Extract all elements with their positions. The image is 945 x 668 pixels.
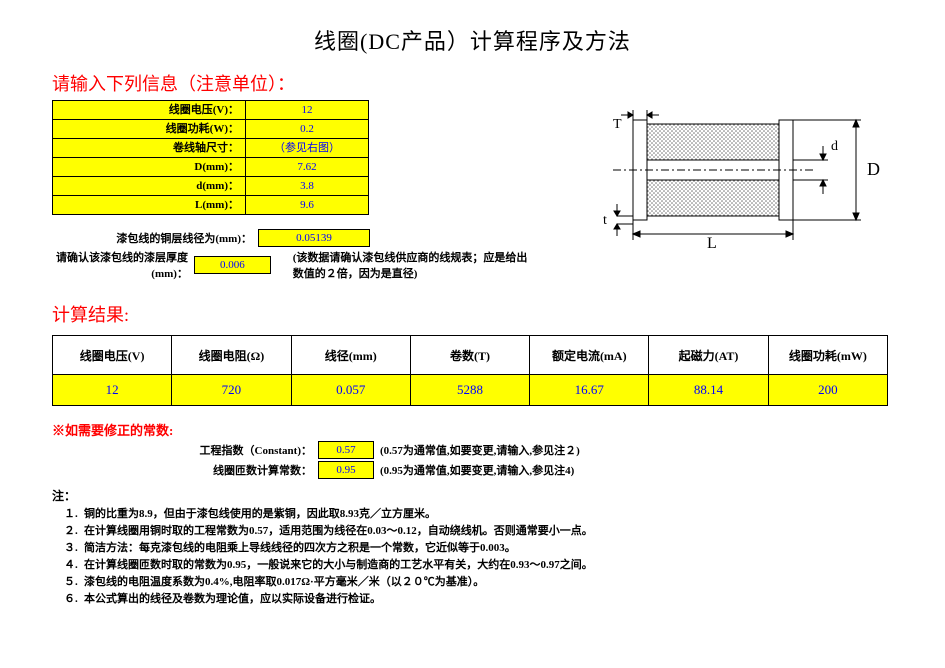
bobbin-diagram: T t d D L	[573, 100, 893, 250]
result-col: 卷数(T)	[410, 336, 529, 375]
result-val: 88.14	[649, 375, 768, 406]
result-header: 计算结果:	[52, 301, 893, 327]
input-value[interactable]: 9.6	[246, 196, 369, 215]
dim-t-label: t	[603, 213, 607, 228]
copper-dia-label: 漆包线的铜层线径为(mm)：	[52, 230, 258, 246]
notes-header: 注：	[52, 487, 893, 504]
coat-thk-value[interactable]: 0.006	[194, 256, 271, 274]
copper-dia-value: 0.05139	[258, 229, 370, 247]
coat-thk-label: 请确认该漆包线的漆层厚度(mm)：	[52, 249, 194, 281]
input-label: 线圈电压(V)：	[53, 101, 246, 120]
input-label: L(mm)：	[53, 196, 246, 215]
dim-d-label: d	[831, 139, 838, 154]
input-value[interactable]: 12	[246, 101, 369, 120]
input-value[interactable]: 3.8	[246, 177, 369, 196]
result-val: 12	[53, 375, 172, 406]
input-label: 卷线轴尺寸：	[53, 139, 246, 158]
note-item: １.铜的比重为8.9，但由于漆包线使用的是紫铜，因此取8.93克／立方厘米。	[84, 506, 893, 523]
corr-value[interactable]: 0.95	[318, 461, 374, 479]
input-value[interactable]: 7.62	[246, 158, 369, 177]
result-val: 0.057	[291, 375, 410, 406]
note-item: ２.在计算线圈用铜时取的工程常数为0.57，适用范围为线径在0.03～0.12，…	[84, 523, 893, 540]
result-col: 线径(mm)	[291, 336, 410, 375]
input-table: 线圈电压(V)：12 线圈功耗(W)：0.2 卷线轴尺寸：（参见右图） D(mm…	[52, 100, 369, 215]
result-col: 线圈电压(V)	[53, 336, 172, 375]
note-item: ６.本公式算出的线径及卷数为理论值，应以实际设备进行检证。	[84, 591, 893, 608]
corr-label: 线圈匝数计算常数：	[52, 462, 318, 478]
corr-value[interactable]: 0.57	[318, 441, 374, 459]
corr-note: (0.95为通常值,如要变更,请输入,参见注4)	[380, 462, 574, 478]
note-item: ５.漆包线的电阻温度系数为0.4%,电阻率取0.017Ω·平方毫米／米（以２０℃…	[84, 574, 893, 591]
corr-header: ※如需要修正的常数:	[52, 420, 893, 439]
input-value[interactable]: 0.2	[246, 120, 369, 139]
result-col: 起磁力(AT)	[649, 336, 768, 375]
result-col: 额定电流(mA)	[530, 336, 649, 375]
result-table: 线圈电压(V) 线圈电阻(Ω) 线径(mm) 卷数(T) 额定电流(mA) 起磁…	[52, 335, 888, 406]
corr-note: (0.57为通常值,如要变更,请输入,参见注２)	[380, 442, 580, 458]
coat-thk-note: (该数据请确认漆包线供应商的线规表；应是给出数值的２倍，因为是直径)	[293, 249, 537, 281]
result-col: 线圈电阻(Ω)	[172, 336, 291, 375]
note-item: ３.简洁方法：每克漆包线的电阻乘上导线线径的四次方之积是一个常数，它近似等于0.…	[84, 540, 893, 557]
input-label: d(mm)：	[53, 177, 246, 196]
result-val: 5288	[410, 375, 529, 406]
corr-label: 工程指数（Constant)：	[52, 442, 318, 458]
input-value: （参见右图）	[246, 139, 369, 158]
notes-list: １.铜的比重为8.9，但由于漆包线使用的是紫铜，因此取8.93克／立方厘米。 ２…	[84, 506, 893, 608]
result-col: 线圈功耗(mW)	[768, 336, 887, 375]
dim-L-label: L	[707, 235, 717, 250]
result-val: 16.67	[530, 375, 649, 406]
input-label: 线圈功耗(W)：	[53, 120, 246, 139]
input-header: 请输入下列信息（注意单位）：	[52, 70, 893, 96]
page-title: 线圈(DC产品）计算程序及方法	[52, 24, 893, 56]
note-item: ４.在计算线圈匝数时取的常数为0.95，一般说来它的大小与制造商的工艺水平有关，…	[84, 557, 893, 574]
result-val: 200	[768, 375, 887, 406]
result-val: 720	[172, 375, 291, 406]
dim-T-label: T	[613, 117, 622, 132]
dim-D-label: D	[867, 159, 880, 179]
input-label: D(mm)：	[53, 158, 246, 177]
